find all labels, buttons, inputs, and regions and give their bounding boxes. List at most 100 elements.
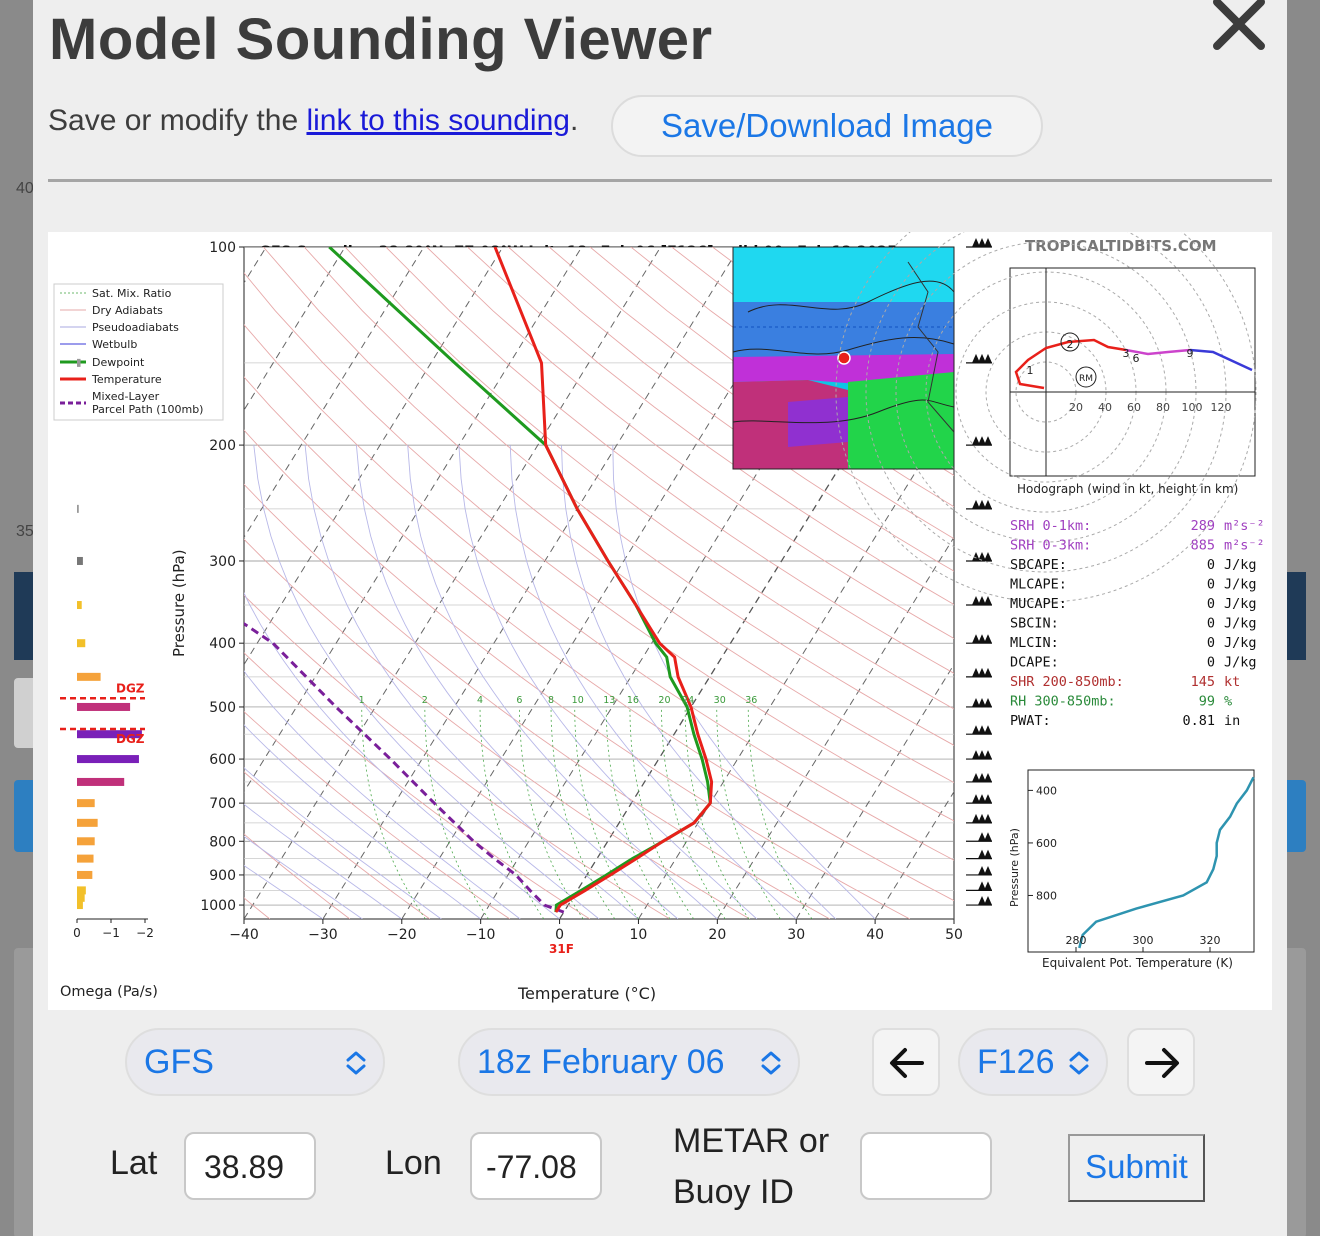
dry-adiabat xyxy=(244,429,911,919)
omega-tick-label: −1 xyxy=(102,926,120,940)
temperature-tick-label: −10 xyxy=(466,927,496,943)
dry-adiabat xyxy=(244,376,954,902)
omega-bar xyxy=(77,837,95,846)
wind-barb xyxy=(966,881,992,891)
theta-xtick-label: 280 xyxy=(1066,934,1087,947)
modal-title: Model Sounding Viewer xyxy=(49,7,713,72)
background-axis-label: 40 xyxy=(16,180,34,197)
buoy-label: Buoy ID xyxy=(673,1173,794,1211)
wind-barb xyxy=(966,667,992,678)
pseudoadiabat xyxy=(244,803,403,919)
temperature-tick-label: 40 xyxy=(866,927,884,943)
wind-barb xyxy=(966,499,992,510)
chevron-updown-icon xyxy=(761,1051,781,1075)
pseudoadiabat xyxy=(458,445,758,919)
model-select[interactable]: GFS xyxy=(125,1028,385,1096)
omega-bar xyxy=(77,755,139,764)
theta-ytick-label: 800 xyxy=(1036,889,1057,902)
pressure-tick-label: 200 xyxy=(209,438,236,454)
surface-temp-label: 31F xyxy=(549,942,574,956)
sounding-image: GFS Sounding 38.89°N, 77.08°W Init: 18z … xyxy=(48,232,1272,1010)
mixing-ratio-label: 2 xyxy=(422,695,428,706)
lat-input[interactable]: 38.89 xyxy=(184,1132,316,1200)
sounding-indices: SRH 0-1km: 289 m²s⁻² SRH 0-3km: 885 m²s⁻² SBCA… xyxy=(1010,518,1265,729)
mixing-ratio-label: 8 xyxy=(548,695,554,706)
index-name: SHR 200-850mb: xyxy=(1010,674,1124,690)
omega-bar xyxy=(77,358,81,367)
mixing-ratio-line xyxy=(361,706,426,919)
chevron-updown-icon xyxy=(346,1051,366,1075)
forecast-hour-value: F126 xyxy=(977,1043,1055,1081)
omega-tick-label: 0 xyxy=(73,926,81,940)
pseudoadiabat xyxy=(244,835,363,919)
theta-ytick-label: 400 xyxy=(1036,784,1057,797)
hodograph-trace-low xyxy=(1014,338,1127,390)
previous-hour-button[interactable] xyxy=(872,1028,940,1096)
pseudoadiabat xyxy=(244,592,560,919)
mixing-ratio-line xyxy=(747,706,813,919)
index-unit: m²s⁻² xyxy=(1224,538,1265,554)
temperature-tick-label: 20 xyxy=(708,927,726,943)
legend-parcel-path: Parcel Path (100mb) xyxy=(92,403,203,416)
hodograph-tick-label: 100 xyxy=(1182,401,1203,414)
index-value: 0.81 xyxy=(1182,713,1215,729)
lon-input[interactable]: -77.08 xyxy=(470,1132,602,1200)
index-unit: J/kg xyxy=(1224,616,1257,632)
dry-adiabat xyxy=(244,483,831,919)
omega-bar xyxy=(77,870,93,879)
metar-input[interactable] xyxy=(860,1132,992,1200)
hodograph-tick-label: 80 xyxy=(1156,401,1170,414)
pseudoadiabat xyxy=(244,767,442,919)
inset-map xyxy=(732,246,955,470)
lon-label: Lon xyxy=(385,1144,442,1182)
mixing-ratio-line xyxy=(716,706,781,919)
omega-bar xyxy=(77,504,79,513)
dry-adiabat xyxy=(244,538,751,919)
dgz-label: DGZ xyxy=(116,681,145,695)
lat-label: Lat xyxy=(110,1144,158,1182)
wind-barb xyxy=(966,750,992,760)
omega-bar xyxy=(77,730,142,739)
close-icon[interactable] xyxy=(1209,0,1269,54)
model-select-value: GFS xyxy=(144,1043,214,1081)
mixing-ratio-label: 20 xyxy=(658,695,670,706)
dry-adiabat xyxy=(244,594,671,919)
theta-ytick-label: 600 xyxy=(1036,837,1057,850)
index-name: SBCIN: xyxy=(1010,616,1059,632)
omega-bar xyxy=(77,639,86,648)
wind-barb xyxy=(966,238,992,248)
forecast-hour-select[interactable]: F126 xyxy=(958,1028,1108,1096)
hodograph-trace-mid xyxy=(1125,348,1191,356)
hodograph-tick-label: 120 xyxy=(1211,401,1232,414)
hodograph-height-label: 9 xyxy=(1187,347,1194,360)
mixing-ratio-label: 4 xyxy=(477,695,483,706)
temperature-tick-label: 50 xyxy=(945,927,963,943)
theta-e-line xyxy=(1078,776,1255,949)
temperature-tick-label: −20 xyxy=(387,927,417,943)
submit-button[interactable]: Submit xyxy=(1068,1134,1205,1202)
hodograph-tick-label: 40 xyxy=(1098,401,1112,414)
next-hour-button[interactable] xyxy=(1127,1028,1195,1096)
omega-bar xyxy=(77,601,82,610)
index-unit: in xyxy=(1224,713,1240,729)
storm-motion-marker xyxy=(1075,366,1097,388)
pseudoadiabat xyxy=(561,445,837,919)
index-unit: J/kg xyxy=(1224,635,1257,651)
run-select[interactable]: 18z February 06 xyxy=(458,1028,800,1096)
hodograph-tick-label: 20 xyxy=(1069,401,1083,414)
pressure-tick-label: 1000 xyxy=(200,898,236,914)
omega-panel: DGZ DGZ 0 −1 −2 xyxy=(60,358,154,940)
omega-bar xyxy=(77,556,83,565)
mixing-ratio-line xyxy=(424,706,489,919)
index-unit: kt xyxy=(1224,674,1240,690)
wind-barb xyxy=(966,551,992,562)
dry-adiabat xyxy=(426,247,954,640)
hodograph: 20 40 60 80 100 120 1 2 3 6 9 RM Hodograph (wind in… xyxy=(835,232,1257,603)
watermark: TROPICALTIDBITS.COM xyxy=(1025,237,1217,255)
sounding-link[interactable]: link to this sounding xyxy=(306,104,570,137)
index-value: 0 xyxy=(1207,616,1215,632)
pressure-axis-label: Pressure (hPa) xyxy=(170,549,188,657)
temperature-tick-label: 0 xyxy=(555,927,564,943)
save-download-button[interactable]: Save/Download Image xyxy=(611,95,1043,157)
hodograph-trace-high xyxy=(1189,348,1253,372)
